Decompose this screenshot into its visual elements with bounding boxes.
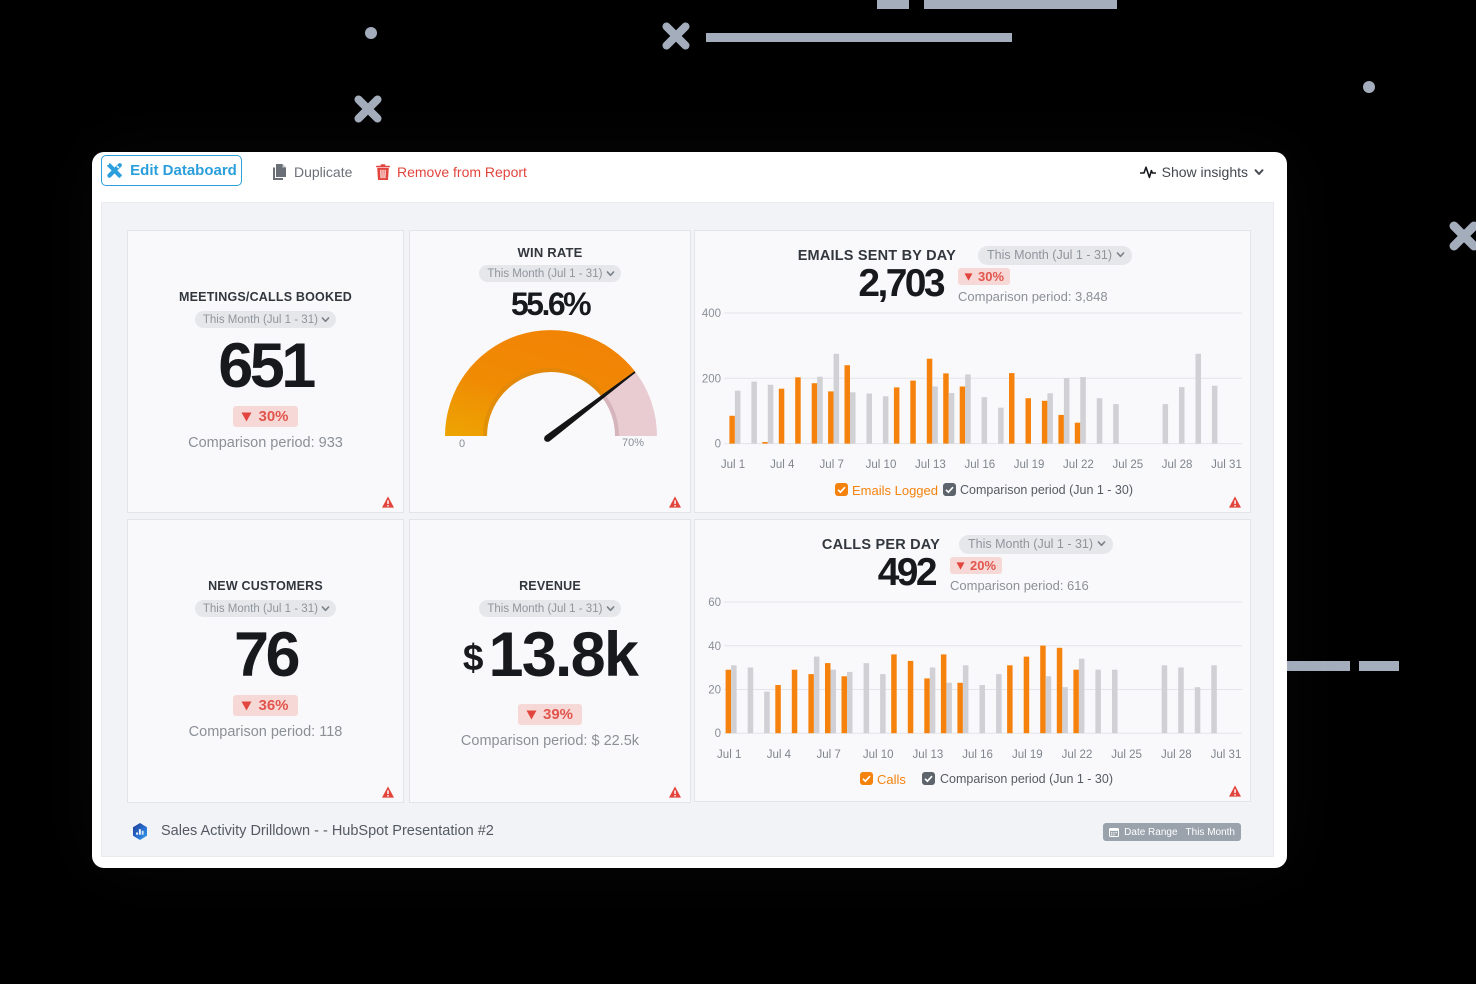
svg-text:Jul 22: Jul 22 [1062, 749, 1093, 761]
svg-text:0: 0 [715, 438, 721, 450]
svg-text:Jul 10: Jul 10 [866, 459, 897, 471]
svg-text:Jul 25: Jul 25 [1111, 749, 1142, 761]
svg-text:40: 40 [708, 640, 721, 652]
svg-text:Jul 7: Jul 7 [820, 459, 844, 471]
svg-text:Jul 31: Jul 31 [1211, 459, 1242, 471]
svg-text:20: 20 [708, 684, 721, 696]
svg-text:Jul 1: Jul 1 [717, 749, 741, 761]
svg-text:Jul 25: Jul 25 [1112, 459, 1143, 471]
svg-text:Jul 7: Jul 7 [816, 749, 840, 761]
svg-text:Jul 4: Jul 4 [770, 459, 795, 471]
svg-text:Jul 13: Jul 13 [913, 749, 944, 761]
svg-text:60: 60 [708, 597, 721, 609]
svg-text:Jul 19: Jul 19 [1012, 749, 1043, 761]
svg-text:Jul 28: Jul 28 [1162, 459, 1193, 471]
svg-text:70%: 70% [622, 437, 644, 449]
svg-text:400: 400 [702, 308, 721, 320]
svg-text:200: 200 [702, 373, 721, 385]
svg-text:Jul 10: Jul 10 [863, 749, 894, 761]
svg-text:Jul 16: Jul 16 [964, 459, 995, 471]
svg-text:Jul 4: Jul 4 [767, 749, 792, 761]
svg-text:Jul 22: Jul 22 [1063, 459, 1094, 471]
svg-text:Jul 28: Jul 28 [1161, 749, 1192, 761]
svg-text:0: 0 [715, 728, 721, 740]
svg-text:Jul 13: Jul 13 [915, 459, 946, 471]
svg-text:0: 0 [459, 438, 465, 450]
svg-text:Jul 1: Jul 1 [721, 459, 745, 471]
svg-text:Jul 16: Jul 16 [962, 749, 993, 761]
svg-text:Jul 31: Jul 31 [1211, 749, 1242, 761]
svg-text:Jul 19: Jul 19 [1014, 459, 1045, 471]
